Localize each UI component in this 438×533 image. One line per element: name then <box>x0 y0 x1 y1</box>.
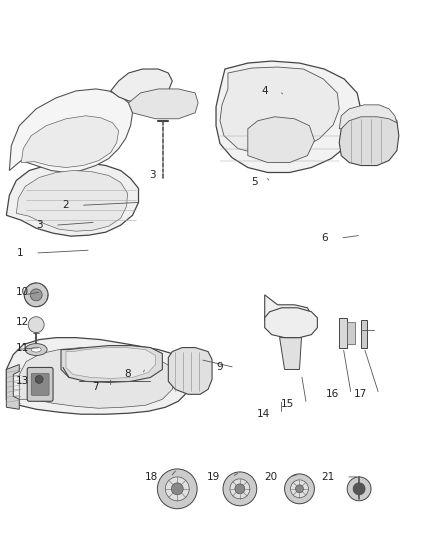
Text: 12: 12 <box>16 317 29 327</box>
Ellipse shape <box>25 344 47 356</box>
Polygon shape <box>265 295 311 328</box>
Text: 9: 9 <box>216 362 223 373</box>
Polygon shape <box>220 67 339 154</box>
Text: 1: 1 <box>17 248 23 258</box>
Polygon shape <box>9 89 133 173</box>
Polygon shape <box>339 105 397 129</box>
Polygon shape <box>339 111 399 166</box>
Polygon shape <box>361 320 367 348</box>
Polygon shape <box>339 318 347 348</box>
Polygon shape <box>7 365 19 409</box>
Circle shape <box>347 477 371 501</box>
Text: 16: 16 <box>326 389 339 399</box>
Text: 21: 21 <box>321 472 334 482</box>
Circle shape <box>35 375 43 383</box>
Ellipse shape <box>31 347 41 352</box>
Polygon shape <box>111 69 172 103</box>
Text: 11: 11 <box>16 343 29 352</box>
Text: 14: 14 <box>256 409 270 419</box>
Text: 19: 19 <box>207 472 220 482</box>
Circle shape <box>171 483 183 495</box>
Polygon shape <box>16 171 127 231</box>
Polygon shape <box>7 337 188 414</box>
Circle shape <box>290 480 308 498</box>
Circle shape <box>157 469 197 508</box>
Polygon shape <box>265 308 318 337</box>
Polygon shape <box>61 345 162 382</box>
Text: 7: 7 <box>92 382 99 392</box>
Text: 18: 18 <box>145 472 159 482</box>
Circle shape <box>24 283 48 307</box>
Circle shape <box>285 474 314 504</box>
Polygon shape <box>7 163 138 236</box>
Text: 10: 10 <box>16 287 29 297</box>
Text: 2: 2 <box>62 200 69 211</box>
Text: 3: 3 <box>149 171 155 181</box>
Polygon shape <box>21 116 119 167</box>
Polygon shape <box>248 117 314 163</box>
Polygon shape <box>279 337 301 369</box>
Circle shape <box>223 472 257 506</box>
Text: 6: 6 <box>321 233 328 243</box>
FancyBboxPatch shape <box>27 367 53 401</box>
Text: 20: 20 <box>265 472 278 482</box>
Polygon shape <box>347 322 355 344</box>
FancyBboxPatch shape <box>31 374 49 395</box>
Circle shape <box>235 484 245 494</box>
Circle shape <box>165 477 189 501</box>
Polygon shape <box>216 61 361 173</box>
Text: 3: 3 <box>36 220 43 230</box>
Circle shape <box>353 483 365 495</box>
Text: 17: 17 <box>354 389 367 399</box>
Text: 15: 15 <box>281 399 294 409</box>
Circle shape <box>296 485 304 493</box>
Polygon shape <box>19 348 175 408</box>
Polygon shape <box>168 348 212 394</box>
Circle shape <box>30 289 42 301</box>
Text: 5: 5 <box>251 177 258 188</box>
Circle shape <box>28 317 44 333</box>
Text: 8: 8 <box>124 369 131 379</box>
Circle shape <box>230 479 250 499</box>
Text: 4: 4 <box>261 86 268 96</box>
Polygon shape <box>66 348 155 378</box>
Polygon shape <box>129 89 198 119</box>
Text: 13: 13 <box>16 376 29 386</box>
